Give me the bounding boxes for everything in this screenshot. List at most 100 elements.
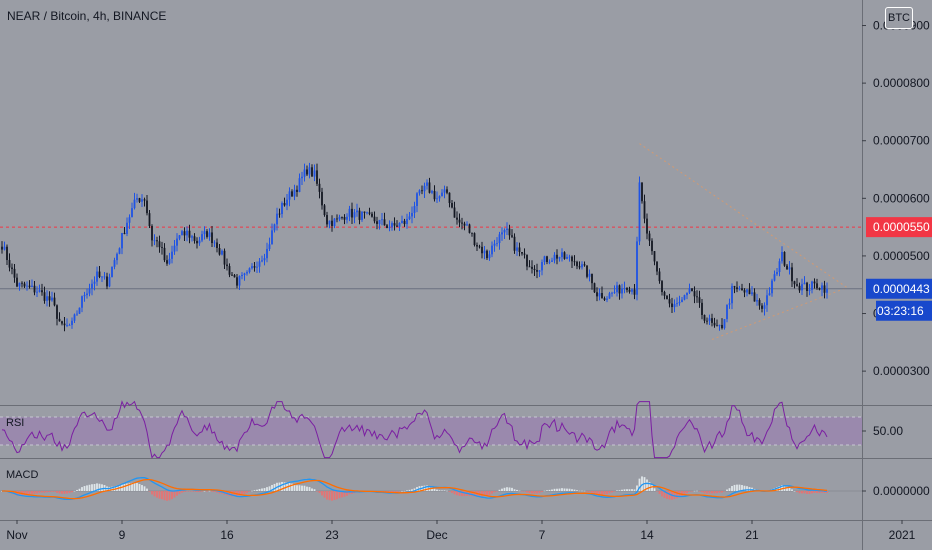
macd-histogram-bar [556, 488, 558, 491]
macd-histogram-bar [16, 491, 18, 496]
candle-body [11, 267, 13, 269]
candle-body [706, 320, 708, 322]
candle-body [783, 252, 786, 266]
macd-histogram-bar [461, 491, 463, 497]
macd-histogram-bar [31, 491, 33, 494]
candle-body [446, 189, 448, 193]
macd-histogram-bar [198, 491, 201, 493]
macd-histogram-bar [168, 491, 171, 501]
macd-histogram-bar [458, 491, 461, 496]
candle-body [46, 296, 48, 301]
last-price-tag [866, 278, 932, 299]
candle-body [678, 302, 681, 304]
candle-body [478, 246, 481, 248]
candle-body [91, 283, 93, 289]
candle-body [641, 182, 643, 202]
rsi-label: RSI [6, 417, 24, 429]
macd-histogram-bar [178, 491, 181, 495]
candle-body [281, 202, 283, 214]
candle-body [278, 213, 281, 215]
macd-histogram-bar [136, 482, 138, 491]
candle-body [791, 267, 793, 282]
macd-histogram-bar [158, 491, 161, 499]
candle-body [703, 314, 706, 321]
macd-histogram-bar [28, 491, 31, 495]
candle-body [38, 290, 41, 292]
candle-body [178, 235, 181, 239]
candle-body [118, 248, 121, 254]
candle-body [213, 242, 216, 244]
macd-histogram-bar [691, 491, 693, 492]
macd-histogram-bar [793, 490, 796, 492]
macd-histogram-bar [563, 488, 566, 491]
candle-body [166, 260, 168, 264]
macd-histogram-bar [241, 491, 243, 495]
candle-body [543, 256, 546, 263]
macd-histogram-bar [131, 482, 133, 491]
candle-body [106, 276, 108, 287]
macd-histogram-bar [196, 491, 198, 493]
macd-histogram-bar [596, 491, 598, 495]
macd-histogram-bar [746, 486, 748, 491]
candle-body [323, 205, 326, 216]
candle-body [663, 292, 666, 296]
candle-body [271, 230, 273, 245]
candle-body [616, 285, 618, 293]
macd-histogram-bar [548, 489, 551, 491]
candle-body [268, 244, 271, 249]
candle-body [756, 300, 758, 302]
macd-histogram-bar [673, 491, 676, 500]
macd-histogram-bar [798, 491, 801, 494]
candle-body [168, 258, 171, 264]
candle-body [568, 256, 571, 258]
candle-body [171, 251, 173, 259]
macd-histogram-bar [436, 489, 438, 491]
candle-body [426, 182, 428, 186]
candle-body [736, 287, 738, 290]
macd-histogram-bar [348, 491, 351, 495]
candle-body [161, 247, 163, 248]
candle-body [343, 217, 346, 220]
currency-badge[interactable]: BTC [885, 7, 913, 29]
macd-label: MACD [6, 469, 38, 481]
candle-body [63, 323, 66, 326]
macd-histogram-bar [788, 487, 791, 491]
macd-histogram-bar [571, 489, 573, 491]
candle-body [258, 261, 261, 267]
macd-histogram-bar [46, 491, 48, 493]
macd-histogram-bar [53, 491, 56, 492]
candle-body [308, 167, 311, 175]
candle-body [611, 292, 613, 294]
macd-histogram-bar [593, 491, 596, 494]
candle-body [538, 270, 541, 272]
macd-histogram-bar [281, 481, 283, 491]
macd-histogram-bar [48, 491, 51, 493]
candle-body [746, 289, 748, 293]
candle-body [306, 169, 308, 175]
macd-histogram-bar [293, 484, 296, 491]
candle-body [298, 178, 301, 192]
chart-title: NEAR / Bitcoin, 4h, BINANCE [7, 9, 167, 23]
candle-body [198, 240, 201, 244]
candle-body [251, 266, 253, 269]
macd-histogram-bar [471, 491, 473, 496]
macd-histogram-bar [621, 489, 623, 491]
candle-body [753, 292, 756, 302]
candle-body [276, 213, 278, 225]
macd-histogram-bar [26, 491, 28, 495]
candle-body [556, 254, 558, 259]
candle-body [366, 212, 368, 214]
macd-histogram-bar [151, 491, 153, 495]
macd-histogram-bar [693, 490, 696, 492]
candle-body [566, 256, 568, 259]
candle-body [123, 232, 126, 234]
time-tick-label: 2021 [889, 528, 916, 542]
macd-histogram-bar [668, 491, 671, 500]
macd-histogram-bar [306, 486, 308, 491]
time-tick-label: 23 [325, 528, 339, 542]
candle-body [513, 236, 516, 251]
candle-body [286, 199, 288, 206]
macd-histogram-bar [336, 491, 338, 500]
macd-histogram-bar [246, 491, 248, 493]
macd-histogram-bar [628, 489, 631, 491]
